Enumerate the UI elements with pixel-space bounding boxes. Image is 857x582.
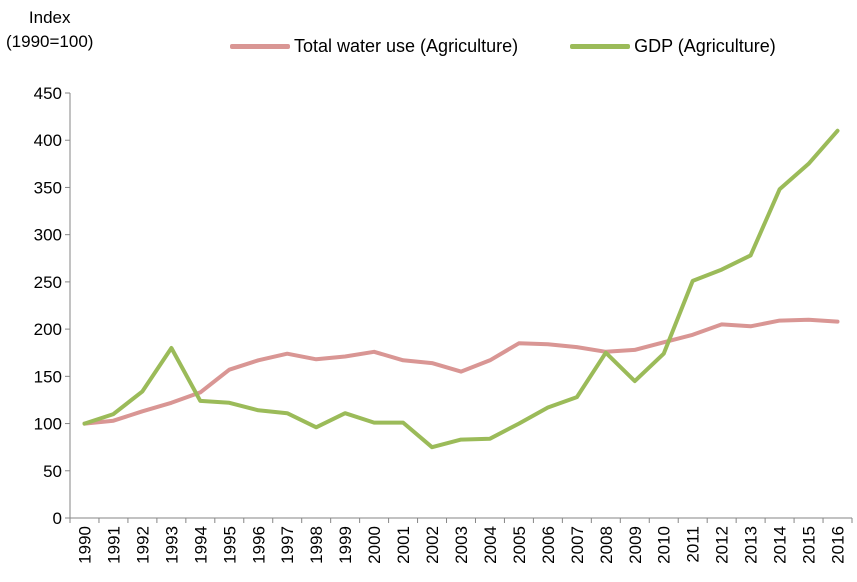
y-tick-label: 250 [34,273,62,292]
x-tick-label: 2012 [713,526,732,564]
y-tick-label: 100 [34,415,62,434]
x-tick-label: 1992 [133,526,152,564]
x-tick-label: 2015 [800,526,819,564]
legend-label-gdp: GDP (Agriculture) [634,36,776,56]
x-tick-label: 2009 [626,526,645,564]
y-axis-label-line1: Index [28,8,71,27]
x-tick-label: 1993 [162,526,181,564]
y-tick-label: 50 [43,462,62,481]
y-axis-label: Index (1990=100) [6,6,93,54]
y-tick-label: 0 [53,509,62,528]
x-tick-label: 2016 [829,526,848,564]
x-tick-label: 2011 [684,526,703,563]
x-tick-label: 2013 [742,526,761,564]
chart-legend: Total water use (Agriculture) GDP (Agric… [230,36,828,57]
x-tick-label: 2008 [597,526,616,564]
x-tick-label: 2001 [394,526,413,564]
y-tick-label: 200 [34,320,62,339]
y-tick-label: 450 [34,84,62,103]
x-tick-label: 2007 [568,526,587,564]
legend-swatch-water [230,44,290,49]
x-tick-label: 2004 [481,526,500,564]
x-tick-label: 1998 [307,526,326,564]
series-line-water-use [82,317,840,426]
x-tick-label: 2010 [655,526,674,564]
legend-item-gdp: GDP (Agriculture) [570,36,776,57]
x-tick-label: 1991 [104,526,123,564]
x-tick-label: 2003 [452,526,471,564]
y-tick-label: 350 [34,178,62,197]
y-axis-label-line2: (1990=100) [6,32,94,51]
y-tick-label: 300 [34,226,62,245]
x-tick-label: 1994 [191,526,210,564]
x-tick-label: 2005 [510,526,529,564]
legend-item-water: Total water use (Agriculture) [230,36,518,57]
legend-label-water: Total water use (Agriculture) [294,36,519,56]
x-tick-label: 1997 [278,526,297,564]
x-tick-label: 2000 [365,526,384,564]
y-tick-label: 150 [34,367,62,386]
series-line-gdp [82,128,840,450]
x-tick-label: 1999 [336,526,355,564]
y-tick-label: 400 [34,131,62,150]
x-tick-label: 1995 [220,526,239,564]
x-tick-label: 2002 [423,526,442,564]
x-tick-label: 2014 [771,526,790,564]
legend-swatch-gdp [570,44,631,49]
x-tick-label: 2006 [539,526,558,564]
x-tick-label: 1990 [75,526,94,564]
x-tick-label: 1996 [249,526,268,564]
